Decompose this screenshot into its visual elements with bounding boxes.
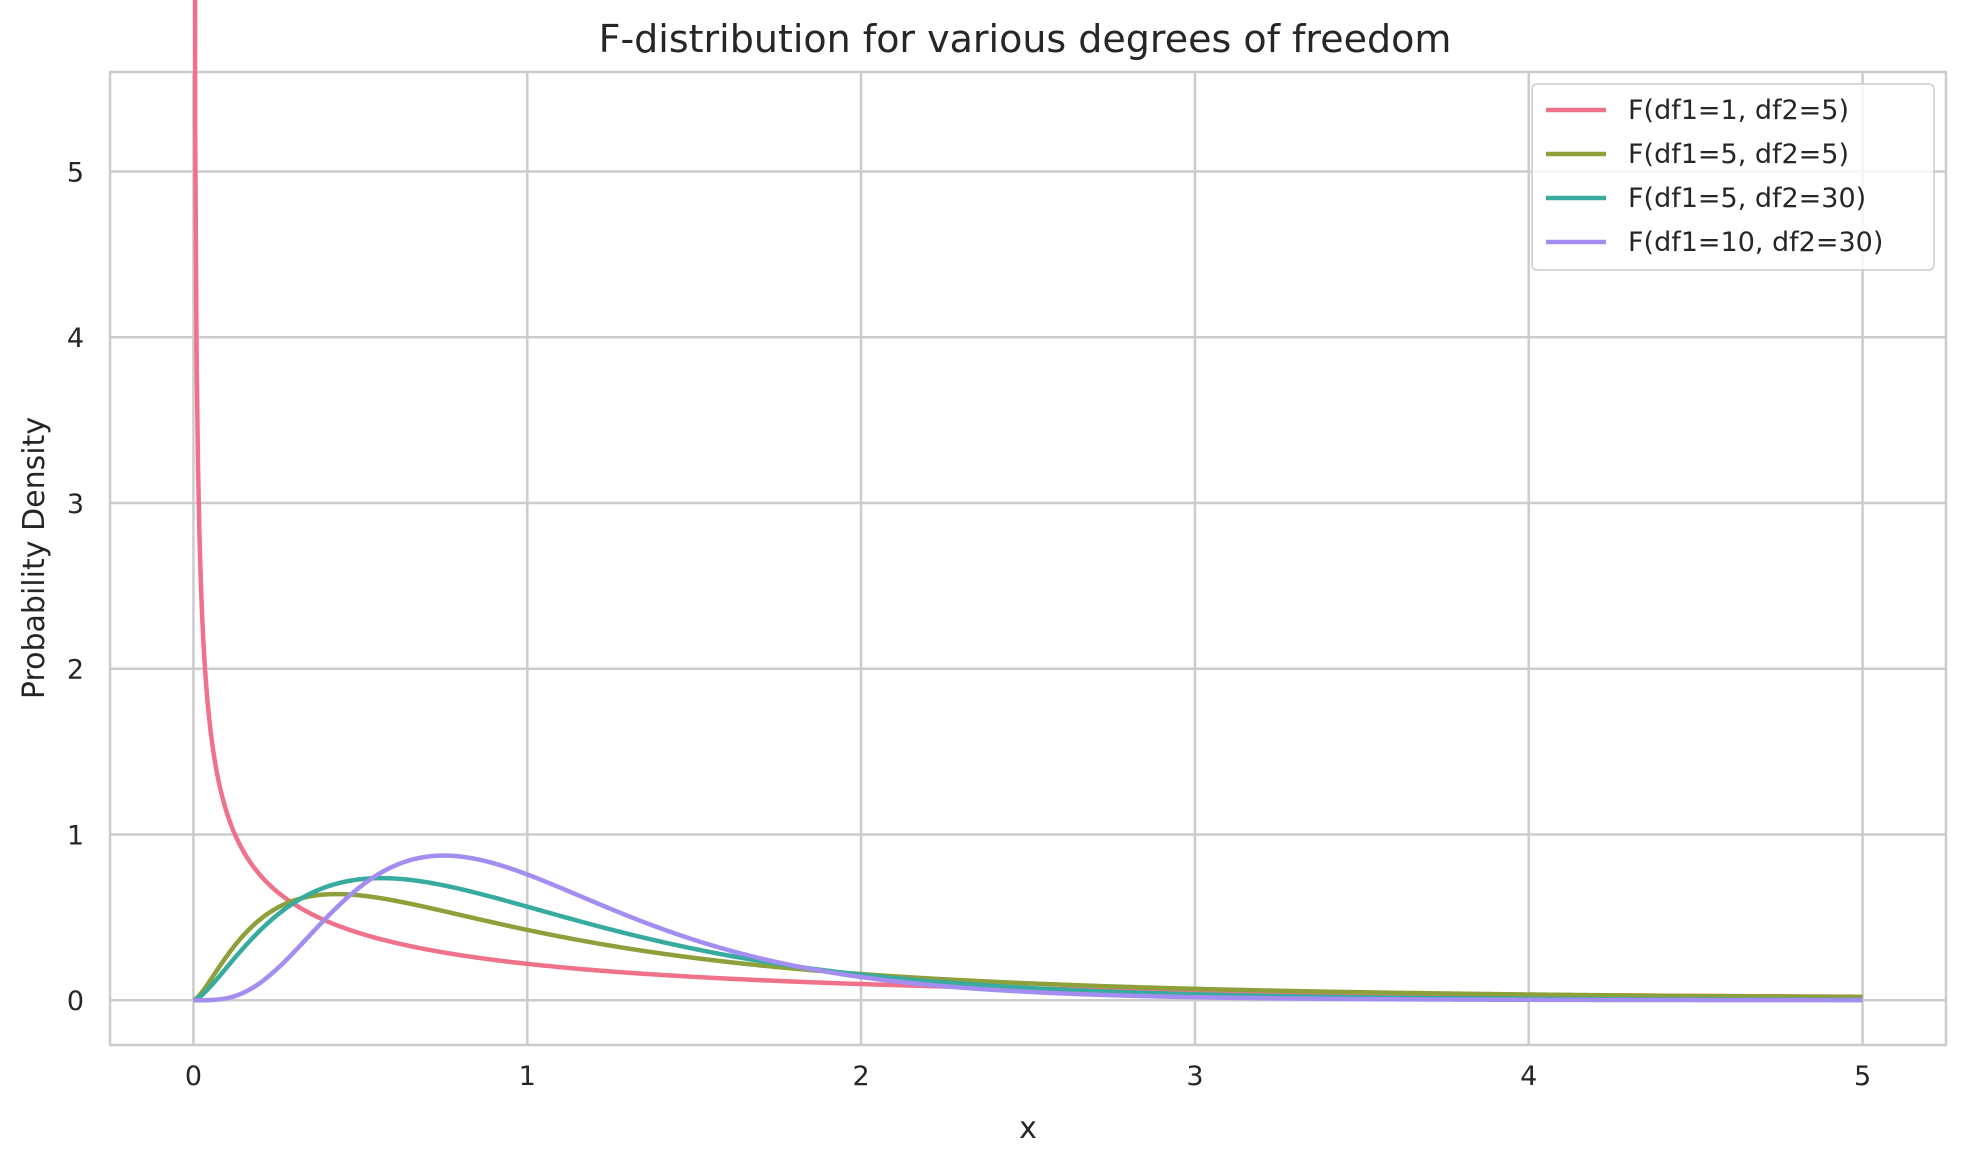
x-tick-label: 4 <box>1520 1061 1537 1092</box>
plot-frame <box>108 70 1948 1047</box>
y-axis-label: Probability Density <box>17 417 52 699</box>
y-tick-label: 5 <box>67 157 84 188</box>
x-tick-label: 0 <box>185 1061 202 1092</box>
x-tick-label: 3 <box>1186 1061 1203 1092</box>
y-tick-labels: 0 1 2 3 4 5 <box>67 157 84 1017</box>
series-group <box>192 0 1864 1003</box>
x-tick-label: 1 <box>519 1061 536 1092</box>
y-tick-label: 0 <box>67 986 84 1017</box>
legend-label-2: F(df1=5, df2=5) <box>1628 139 1849 170</box>
y-tick-label: 1 <box>67 820 84 851</box>
y-tick-label: 3 <box>67 489 84 520</box>
y-tick-label: 4 <box>67 323 84 354</box>
y-tick-label: 2 <box>67 655 84 686</box>
chart-title: F-distribution for various degrees of fr… <box>599 17 1452 61</box>
legend: F(df1=1, df2=5) F(df1=5, df2=5) F(df1=5, d… <box>1531 83 1935 271</box>
x-tick-label: 2 <box>852 1061 869 1092</box>
x-axis-label: x <box>1019 1111 1037 1146</box>
legend-label-1: F(df1=1, df2=5) <box>1628 95 1849 126</box>
legend-box <box>1531 83 1935 271</box>
series-line-4 <box>192 853 1864 1003</box>
legend-label-4: F(df1=10, df2=30) <box>1628 227 1883 258</box>
legend-label-3: F(df1=5, df2=30) <box>1628 183 1866 214</box>
x-tick-labels: 0 1 2 3 4 5 <box>185 1061 1871 1092</box>
x-tick-label: 5 <box>1854 1061 1871 1092</box>
series-line-2 <box>192 891 1864 1003</box>
